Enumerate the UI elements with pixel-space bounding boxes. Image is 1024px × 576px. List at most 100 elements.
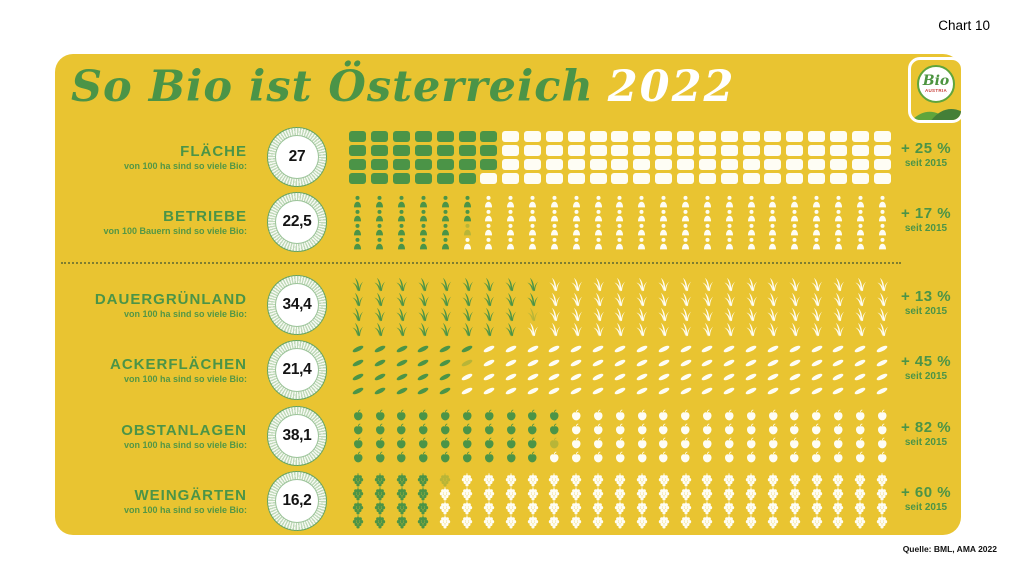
field-square-icon bbox=[808, 130, 826, 142]
grain-icon bbox=[875, 356, 889, 370]
field-square-icon bbox=[502, 172, 520, 184]
field-square-icon bbox=[458, 130, 476, 142]
field-square-shape bbox=[829, 158, 847, 170]
apple-icon bbox=[461, 451, 474, 464]
farmer-icon bbox=[679, 195, 692, 208]
grain-icon bbox=[569, 356, 583, 370]
grain-icon bbox=[438, 384, 452, 398]
field-square-shape bbox=[677, 130, 695, 142]
field-square-shape bbox=[371, 172, 389, 184]
pictogram-grid-farmer bbox=[347, 194, 893, 250]
farmer-icon bbox=[570, 195, 583, 208]
farmer-icon bbox=[832, 223, 845, 236]
field-square-shape bbox=[371, 158, 389, 170]
grass-icon bbox=[547, 292, 562, 307]
field-square-icon bbox=[808, 144, 826, 156]
field-square-icon bbox=[589, 172, 607, 184]
grapes-icon bbox=[504, 501, 518, 515]
farmer-icon bbox=[635, 195, 648, 208]
field-square-icon bbox=[480, 158, 498, 170]
farmer-icon bbox=[592, 195, 605, 208]
change-block: + 82 % seit 2015 bbox=[893, 419, 959, 449]
grass-icon bbox=[744, 277, 759, 292]
grain-icon bbox=[657, 370, 671, 384]
grain-icon bbox=[679, 356, 693, 370]
field-square-icon bbox=[589, 144, 607, 156]
apple-icon bbox=[614, 409, 627, 422]
grass-icon bbox=[875, 322, 890, 337]
value-badge: 38,1 bbox=[267, 406, 327, 466]
value-badge-wrap: 16,2 bbox=[247, 471, 347, 531]
farmer-icon bbox=[439, 195, 452, 208]
apple-icon bbox=[570, 451, 583, 464]
grapes-icon bbox=[853, 487, 867, 501]
field-square-shape bbox=[436, 172, 454, 184]
field-square-icon bbox=[698, 172, 716, 184]
grain-icon bbox=[700, 342, 714, 356]
field-square-shape bbox=[349, 130, 367, 142]
field-square-shape bbox=[436, 158, 454, 170]
grapes-icon bbox=[679, 473, 693, 487]
farmer-icon bbox=[876, 237, 889, 250]
pictogram-grid-grass bbox=[347, 277, 893, 337]
grain-icon bbox=[766, 384, 780, 398]
apple-icon bbox=[352, 423, 365, 436]
grapes-icon bbox=[482, 473, 496, 487]
apple-icon bbox=[832, 409, 845, 422]
grain-icon bbox=[810, 384, 824, 398]
field-square-shape bbox=[720, 158, 738, 170]
grass-icon bbox=[394, 307, 409, 322]
apple-icon bbox=[374, 437, 387, 450]
grain-icon bbox=[853, 342, 867, 356]
grass-icon bbox=[656, 322, 671, 337]
apple-icon bbox=[810, 409, 823, 422]
field-square-icon bbox=[414, 130, 432, 142]
field-square-icon bbox=[371, 144, 389, 156]
apple-icon bbox=[417, 423, 430, 436]
field-square-icon bbox=[633, 158, 651, 170]
apple-icon bbox=[505, 423, 518, 436]
apple-icon bbox=[876, 451, 889, 464]
field-square-shape bbox=[655, 144, 673, 156]
grapes-icon bbox=[766, 501, 780, 515]
farmer-icon bbox=[504, 195, 517, 208]
grain-icon bbox=[373, 342, 387, 356]
grain-icon bbox=[788, 356, 802, 370]
grain-icon bbox=[591, 370, 605, 384]
grass-icon bbox=[787, 322, 802, 337]
field-square-icon bbox=[393, 158, 411, 170]
category-sublabel: von 100 ha sind so viele Bio: bbox=[123, 504, 247, 515]
farmer-icon bbox=[395, 195, 408, 208]
grapes-icon bbox=[460, 487, 474, 501]
field-square-shape bbox=[589, 172, 607, 184]
field-square-icon bbox=[829, 144, 847, 156]
farmer-icon bbox=[461, 237, 474, 250]
value-badge: 34,4 bbox=[267, 275, 327, 335]
grass-icon bbox=[831, 277, 846, 292]
apple-icon bbox=[723, 437, 736, 450]
field-square-icon bbox=[414, 172, 432, 184]
grapes-icon bbox=[722, 515, 736, 529]
field-square-icon bbox=[436, 130, 454, 142]
field-square-icon bbox=[677, 144, 695, 156]
field-square-icon bbox=[742, 158, 760, 170]
grass-icon bbox=[372, 277, 387, 292]
grass-icon bbox=[678, 277, 693, 292]
farmer-icon bbox=[613, 195, 626, 208]
farmer-icon bbox=[723, 209, 736, 222]
field-square-icon bbox=[786, 172, 804, 184]
grapes-icon bbox=[373, 515, 387, 529]
field-square-shape bbox=[371, 130, 389, 142]
apple-icon bbox=[592, 423, 605, 436]
field-square-icon bbox=[436, 144, 454, 156]
grain-icon bbox=[853, 370, 867, 384]
grass-icon bbox=[831, 322, 846, 337]
grass-icon bbox=[809, 307, 824, 322]
field-square-shape bbox=[786, 158, 804, 170]
grain-icon bbox=[744, 342, 758, 356]
field-square-shape bbox=[633, 130, 651, 142]
grain-icon bbox=[373, 370, 387, 384]
field-square-icon bbox=[633, 144, 651, 156]
apple-icon bbox=[767, 423, 780, 436]
farmer-icon bbox=[810, 195, 823, 208]
